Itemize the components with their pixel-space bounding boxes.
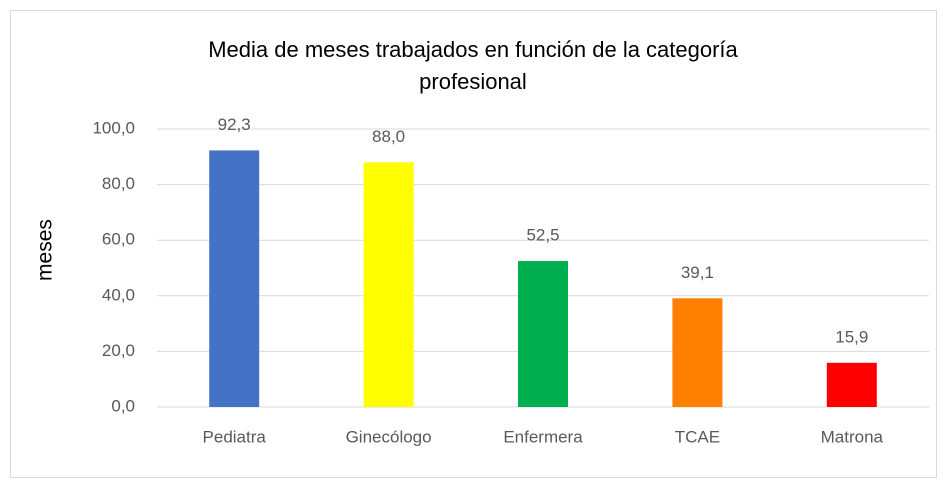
bar [672, 298, 723, 407]
chart-title: Media de meses trabajados en función de … [208, 37, 738, 94]
y-tick-label: 80,0 [102, 174, 135, 193]
y-tick-label: 20,0 [102, 341, 135, 360]
data-label: 92,3 [218, 115, 251, 134]
data-label: 52,5 [526, 226, 559, 245]
bar [826, 362, 877, 407]
x-tick-label: Pediatra [203, 427, 267, 446]
data-label: 39,1 [681, 263, 714, 282]
y-tick-label: 40,0 [102, 285, 135, 304]
y-tick-label: 60,0 [102, 230, 135, 249]
x-tick-label: Enfermera [503, 427, 583, 446]
data-label: 88,0 [372, 127, 405, 146]
x-tick-label: Matrona [821, 427, 884, 446]
y-axis-label: meses [34, 219, 57, 281]
data-label: 15,9 [835, 327, 868, 346]
x-tick-label: TCAE [675, 427, 720, 446]
bar [363, 162, 414, 407]
y-tick-label: 0,0 [111, 396, 135, 415]
bar [209, 150, 260, 407]
y-tick-label: 100,0 [92, 118, 135, 137]
bar [518, 261, 568, 407]
chart-border [10, 10, 937, 478]
x-tick-label: Ginecólogo [346, 427, 432, 446]
